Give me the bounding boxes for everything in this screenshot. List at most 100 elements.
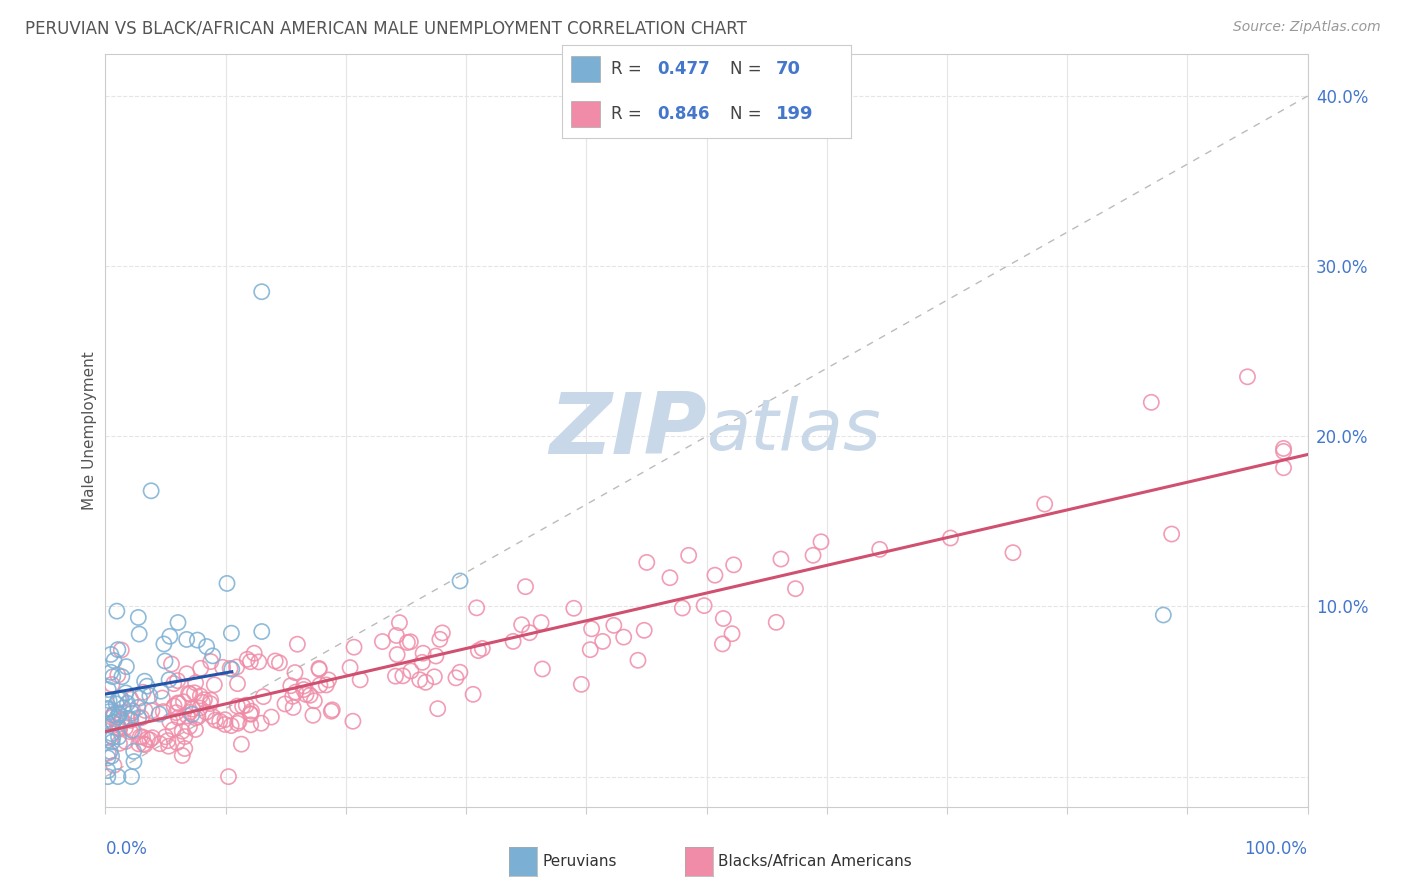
Point [149, 737, 172, 751]
Point [166, 696, 188, 710]
Point [101, 730, 124, 744]
Point [658, 571, 681, 585]
Point [252, 690, 274, 704]
Point [173, 730, 195, 744]
Point [384, 669, 406, 683]
Point [167, 697, 190, 711]
Point [122, 755, 145, 769]
Point [97, 702, 120, 716]
Point [101, 715, 124, 730]
Point [100, 729, 122, 743]
Point [292, 679, 315, 693]
Point [671, 601, 693, 615]
Point [97, 746, 120, 760]
Point [152, 705, 174, 719]
Point [128, 737, 150, 751]
Point [226, 676, 249, 690]
Point [188, 701, 211, 715]
Point [315, 678, 337, 692]
Point [467, 643, 489, 657]
Point [160, 657, 183, 671]
Point [97, 717, 120, 731]
Point [218, 770, 240, 784]
Point [122, 724, 145, 739]
Text: R =: R = [612, 60, 647, 78]
Point [103, 715, 125, 730]
Point [201, 709, 224, 723]
Point [187, 710, 209, 724]
Point [449, 574, 471, 588]
Point [810, 534, 832, 549]
Point [108, 707, 131, 722]
Point [108, 706, 131, 721]
Point [157, 739, 180, 754]
Point [1001, 546, 1024, 560]
Point [250, 285, 273, 299]
Point [221, 626, 243, 640]
Point [502, 634, 524, 648]
Point [183, 686, 205, 700]
Point [309, 678, 332, 692]
Text: Blacks/African Americans: Blacks/African Americans [718, 855, 912, 869]
Point [1140, 395, 1163, 409]
Point [204, 713, 226, 727]
Text: 0.0%: 0.0% [105, 840, 148, 858]
Point [581, 622, 603, 636]
Point [349, 673, 371, 687]
Point [98, 744, 121, 758]
Point [226, 699, 249, 714]
Point [231, 737, 253, 751]
Point [801, 549, 824, 563]
Point [134, 738, 156, 752]
Point [105, 710, 128, 724]
Point [208, 714, 231, 729]
Point [105, 604, 128, 618]
Point [221, 662, 243, 676]
Point [939, 531, 962, 545]
Point [134, 674, 156, 689]
Text: 199: 199 [776, 105, 813, 123]
Point [243, 646, 266, 660]
Point [239, 707, 262, 722]
Point [711, 637, 734, 651]
Point [704, 568, 727, 582]
Text: R =: R = [612, 105, 647, 123]
Point [429, 632, 451, 647]
Point [128, 711, 150, 725]
Point [200, 693, 222, 707]
Point [190, 661, 212, 675]
Point [97, 751, 120, 765]
Point [132, 685, 155, 699]
Point [101, 670, 124, 684]
Point [214, 717, 236, 731]
Point [172, 724, 194, 739]
Point [114, 721, 136, 735]
Point [260, 710, 283, 724]
Point [308, 661, 330, 675]
Point [240, 704, 263, 718]
Point [425, 648, 447, 663]
Point [110, 643, 132, 657]
Point [201, 648, 224, 663]
Point [214, 713, 236, 727]
Point [122, 744, 145, 758]
Text: 70: 70 [776, 60, 800, 78]
Point [132, 737, 155, 751]
Point [723, 558, 745, 572]
Point [149, 684, 172, 698]
Point [167, 711, 190, 725]
Point [1033, 497, 1056, 511]
Point [177, 686, 200, 700]
Point [127, 610, 149, 624]
Point [172, 695, 194, 709]
Point [1272, 460, 1295, 475]
Point [179, 687, 201, 701]
Point [103, 707, 125, 722]
Text: N =: N = [730, 60, 766, 78]
Point [292, 682, 315, 697]
Point [510, 617, 533, 632]
Point [321, 703, 343, 717]
Point [412, 646, 434, 660]
Point [678, 549, 700, 563]
Point [295, 688, 318, 702]
